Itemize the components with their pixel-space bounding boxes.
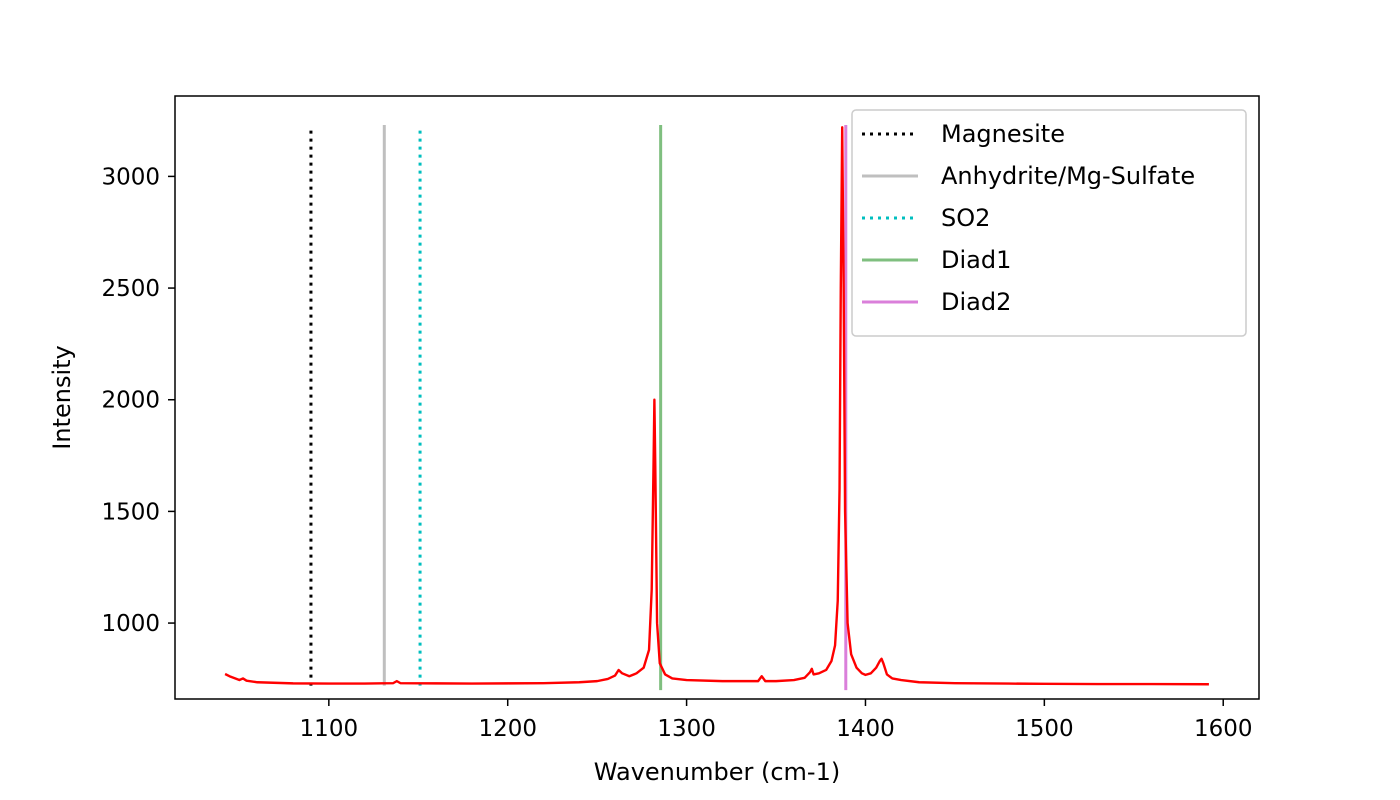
y-axis-label: Intensity [48,345,76,449]
legend-label-so2: SO2 [941,204,990,232]
legend-label-anhydrite-mg-sulfate: Anhydrite/Mg-Sulfate [941,162,1195,190]
spectrum-series-line [224,126,1209,686]
x-tick-label: 1400 [836,716,895,742]
legend-box [851,109,1247,337]
legend-label-magnesite: Magnesite [941,120,1065,148]
x-tick-label: 1100 [300,716,359,742]
y-tick-label: 1500 [101,499,160,525]
legend-label-diad1: Diad1 [941,246,1011,274]
series-layer [224,126,1209,686]
y-tick-label: 2000 [101,388,160,414]
x-tick-label: 1500 [1015,716,1074,742]
y-tick-label: 1000 [101,611,160,637]
x-tick-label: 1600 [1194,716,1253,742]
plot-frame [174,95,1260,700]
y-axis: 1000 1500 2000 2500 3000 [101,164,175,637]
y-tick-label: 2500 [101,276,160,302]
legend-label-diad2: Diad2 [941,288,1011,316]
x-tick-label: 1200 [478,716,537,742]
x-axis-label: Wavenumber (cm-1) [594,758,840,786]
x-axis: 1100 1200 1300 1400 1500 1600 [300,699,1253,742]
x-tick-label: 1300 [657,716,716,742]
legend: Magnesite Anhydrite/Mg-Sulfate SO2 Diad1 Dia… [851,109,1247,337]
y-tick-label: 3000 [101,164,160,190]
